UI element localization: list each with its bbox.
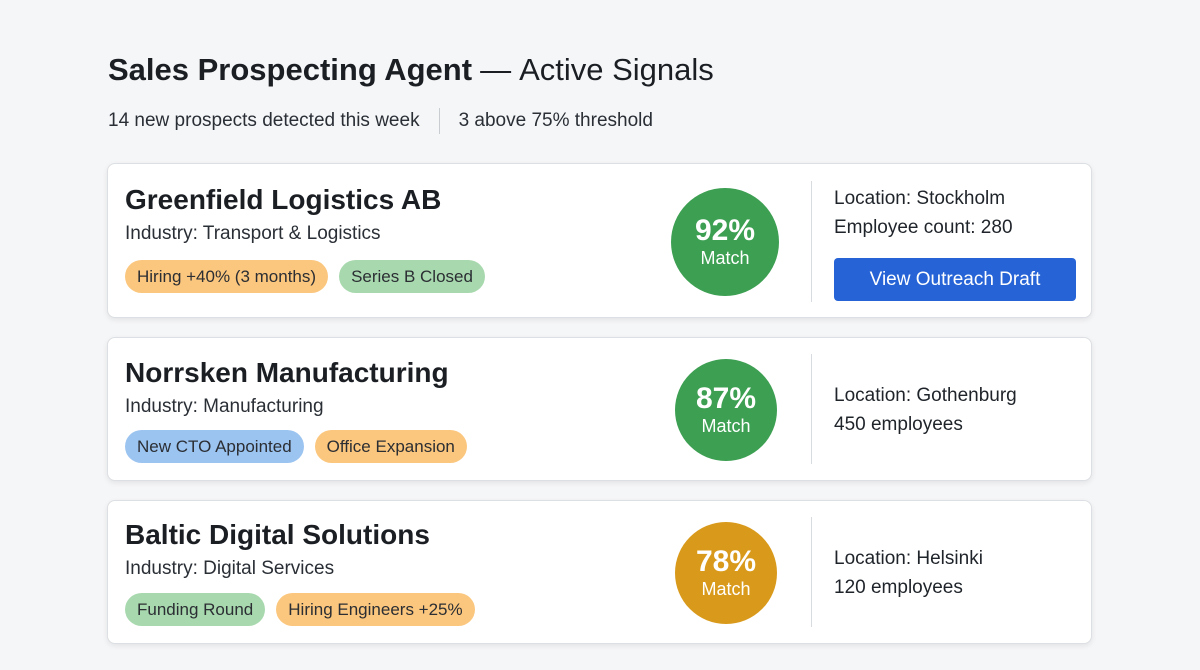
signal-tag: New CTO Appointed (125, 430, 304, 463)
signal-tags: New CTO Appointed Office Expansion (125, 430, 467, 463)
summary-threshold: 3 above 75% threshold (458, 110, 653, 131)
prospect-location: Location: Gothenburg (834, 385, 1017, 406)
signal-tags: Funding Round Hiring Engineers +25% (125, 593, 475, 626)
prospect-industry: Industry: Manufacturing (125, 396, 324, 417)
prospect-card-norrsken[interactable]: Norrsken Manufacturing Industry: Manufac… (107, 337, 1092, 481)
page-title-sub: Active Signals (519, 52, 714, 87)
signal-tag: Hiring Engineers +25% (276, 593, 475, 626)
match-score-label: Match (701, 579, 751, 599)
signal-tag: Office Expansion (314, 430, 467, 463)
prospect-industry: Industry: Transport & Logistics (125, 223, 381, 244)
prospect-location: Location: Helsinki (834, 548, 983, 569)
summary-divider (438, 108, 440, 134)
prospect-name: Greenfield Logistics AB (125, 184, 442, 215)
view-outreach-draft-button[interactable]: View Outreach Draft (834, 258, 1076, 301)
signal-tags: Hiring +40% (3 months) Series B Closed (125, 260, 485, 293)
summary-bar: 14 new prospects detected this week 3 ab… (108, 107, 653, 135)
match-score-label: Match (701, 416, 751, 436)
prospect-employees: 450 employees (834, 414, 963, 435)
prospect-card-baltic[interactable]: Baltic Digital Solutions Industry: Digit… (107, 500, 1092, 644)
signal-tag: Funding Round (125, 593, 266, 626)
summary-new-prospects: 14 new prospects detected this week (108, 110, 420, 131)
match-score-badge: 92% Match (671, 188, 779, 296)
card-divider (811, 517, 812, 627)
card-divider (811, 181, 812, 302)
match-score-percent: 78% (695, 545, 757, 578)
prospect-location: Location: Stockholm (834, 188, 1006, 209)
prospect-employees: 120 employees (834, 577, 963, 598)
prospect-card-greenfield[interactable]: Greenfield Logistics AB Industry: Transp… (107, 163, 1092, 318)
card-divider (811, 354, 812, 464)
match-score-percent: 87% (695, 382, 757, 415)
match-score-badge: 87% Match (675, 359, 777, 461)
match-score-badge: 78% Match (675, 522, 777, 624)
page-title-main: Sales Prospecting Agent (108, 52, 473, 87)
match-score-percent: 92% (694, 214, 756, 247)
signal-tag: Hiring +40% (3 months) (125, 260, 329, 293)
page-title: Sales Prospecting Agent — Active Signals (108, 50, 714, 90)
prospect-name: Norrsken Manufacturing (125, 357, 449, 388)
prospect-industry: Industry: Digital Services (125, 558, 335, 579)
prospect-name: Baltic Digital Solutions (125, 519, 430, 550)
match-score-label: Match (700, 248, 750, 268)
page-title-separator: — (480, 52, 512, 87)
prospect-employees: Employee count: 280 (834, 217, 1013, 238)
signal-tag: Series B Closed (339, 260, 485, 293)
